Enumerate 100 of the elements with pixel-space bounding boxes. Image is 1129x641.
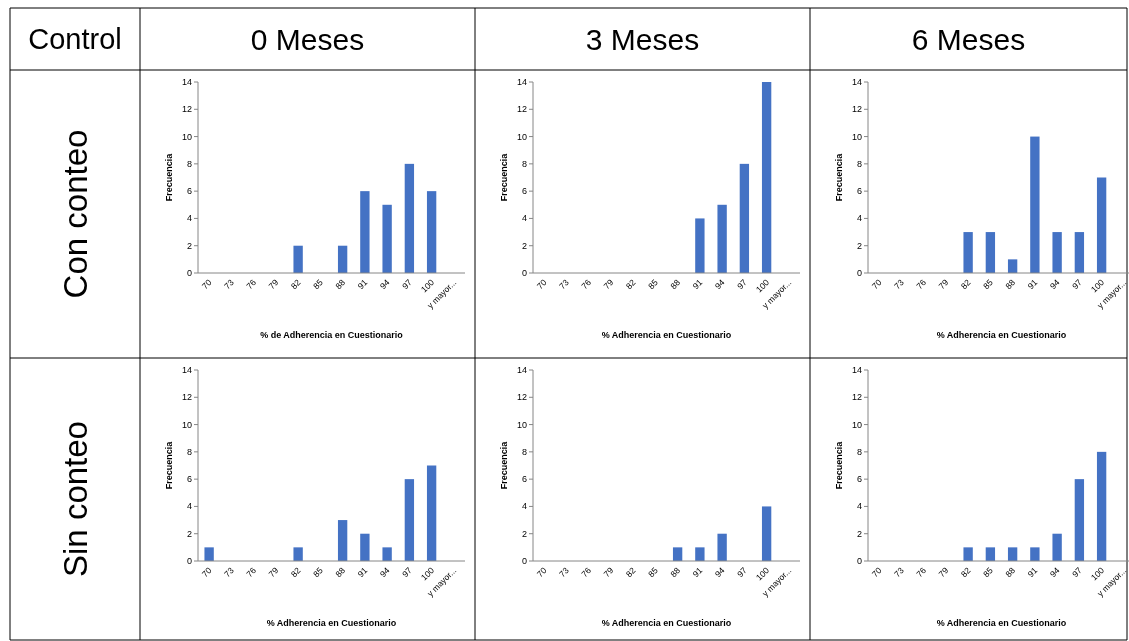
- bar: [761, 82, 772, 273]
- y-tick-label: 12: [516, 392, 527, 403]
- x-tick-label: 94: [712, 277, 727, 292]
- y-tick-label: 0: [521, 556, 527, 566]
- x-tick-label: 85: [311, 565, 325, 580]
- bar: [360, 191, 370, 273]
- bar: [761, 506, 772, 561]
- y-tick-label: 4: [186, 213, 192, 224]
- bar: [1096, 177, 1107, 273]
- x-tick-label: 97: [400, 565, 414, 580]
- x-tick-label: 94: [1047, 565, 1062, 580]
- x-tick-label: 70: [869, 277, 884, 292]
- y-tick-label: 12: [181, 104, 192, 115]
- y-tick-label: 8: [186, 158, 192, 169]
- bar: [963, 547, 973, 561]
- x-tick-label: 82: [288, 565, 303, 580]
- x-tick-label: 88: [333, 565, 348, 580]
- x-tick-label: 73: [557, 277, 571, 292]
- x-tick-label: 88: [333, 277, 348, 292]
- x-tick-label: 85: [646, 565, 660, 580]
- y-tick-label: 2: [856, 240, 862, 251]
- text: 0 Meses: [250, 23, 365, 56]
- x-tick-label: 88: [668, 277, 683, 292]
- bar: [985, 232, 996, 273]
- y-tick-label: 4: [856, 213, 862, 224]
- text: Con conteo: [57, 129, 94, 299]
- y-tick-label: 0: [186, 268, 192, 278]
- x-tick-label: 94: [377, 565, 392, 580]
- text: 3 Meses: [585, 23, 700, 56]
- x-tick-label: 91: [1025, 565, 1040, 580]
- text: Control: [28, 23, 122, 55]
- bar: [717, 533, 727, 561]
- x-tick-label: 94: [377, 277, 392, 292]
- x-tick-label: 97: [1070, 277, 1084, 292]
- y-tick-label: 12: [181, 392, 192, 403]
- x-tick-label: 94: [1047, 277, 1062, 292]
- bar: [1030, 136, 1040, 273]
- bar: [1074, 232, 1085, 273]
- bar: [404, 163, 415, 273]
- x-tick-label: 79: [601, 277, 616, 292]
- x-tick-label: 73: [892, 277, 906, 292]
- y-tick-label: 0: [521, 268, 527, 278]
- x-tick-label: 100: [418, 277, 437, 295]
- x-axis-title: % Adherencia en Cuestionario: [936, 618, 1067, 628]
- bar: [426, 191, 437, 273]
- x-axis-title: % Adherencia en Cuestionario: [266, 618, 397, 628]
- x-tick-label: 82: [623, 565, 638, 580]
- x-tick-label: 91: [355, 277, 370, 292]
- y-tick-label: 6: [856, 474, 862, 485]
- y-tick-label: 6: [856, 186, 862, 197]
- y-tick-label: 2: [521, 528, 527, 539]
- y-tick-label: 12: [851, 392, 862, 403]
- y-tick-label: 6: [186, 186, 192, 197]
- x-tick-label: 94: [712, 565, 727, 580]
- x-tick-label: 85: [646, 277, 660, 292]
- x-tick-label: 70: [869, 565, 884, 580]
- bar: [1074, 479, 1085, 561]
- y-tick-label: 10: [851, 131, 862, 142]
- x-tick-label: 79: [266, 277, 281, 292]
- x-axis-title: % Adherencia en Cuestionario: [601, 330, 732, 340]
- bar: [382, 204, 392, 273]
- bar: [695, 547, 705, 561]
- y-tick-label: 6: [521, 186, 527, 197]
- y-tick-label: 4: [521, 501, 527, 512]
- y-tick-label: 8: [856, 158, 862, 169]
- y-axis-title: Frecuencia: [834, 152, 844, 202]
- bar: [1007, 259, 1018, 273]
- x-tick-label: 70: [199, 565, 214, 580]
- y-tick-label: 2: [521, 240, 527, 251]
- y-tick-label: 4: [521, 213, 527, 224]
- bar: [293, 245, 303, 273]
- bar: [404, 479, 415, 561]
- y-tick-label: 2: [186, 528, 192, 539]
- x-tick-label: 82: [958, 565, 973, 580]
- y-tick-label: 2: [856, 528, 862, 539]
- bar: [963, 232, 973, 273]
- x-tick-label: 85: [981, 277, 995, 292]
- y-axis-title: Frecuencia: [164, 152, 174, 202]
- bar: [985, 547, 996, 561]
- x-tick-label: 76: [579, 565, 594, 580]
- y-tick-label: 12: [851, 104, 862, 115]
- x-axis-title: % Adherencia en Cuestionario: [601, 618, 732, 628]
- bar: [293, 547, 303, 561]
- y-tick-label: 14: [851, 365, 862, 375]
- y-tick-label: 10: [516, 419, 527, 430]
- y-tick-label: 6: [186, 474, 192, 485]
- x-tick-label: 76: [914, 277, 929, 292]
- x-tick-label: 91: [1025, 277, 1040, 292]
- y-tick-label: 8: [186, 446, 192, 457]
- x-tick-label: 79: [266, 565, 281, 580]
- text: 6 Meses: [911, 23, 1026, 56]
- x-tick-label: 76: [579, 277, 594, 292]
- y-tick-label: 6: [521, 474, 527, 485]
- x-tick-label: 97: [400, 277, 414, 292]
- bar: [695, 218, 705, 273]
- x-tick-label: 73: [892, 565, 906, 580]
- y-tick-label: 14: [181, 77, 192, 87]
- bar: [1096, 451, 1107, 561]
- bar: [1007, 547, 1018, 561]
- y-axis-title: Frecuencia: [499, 440, 509, 490]
